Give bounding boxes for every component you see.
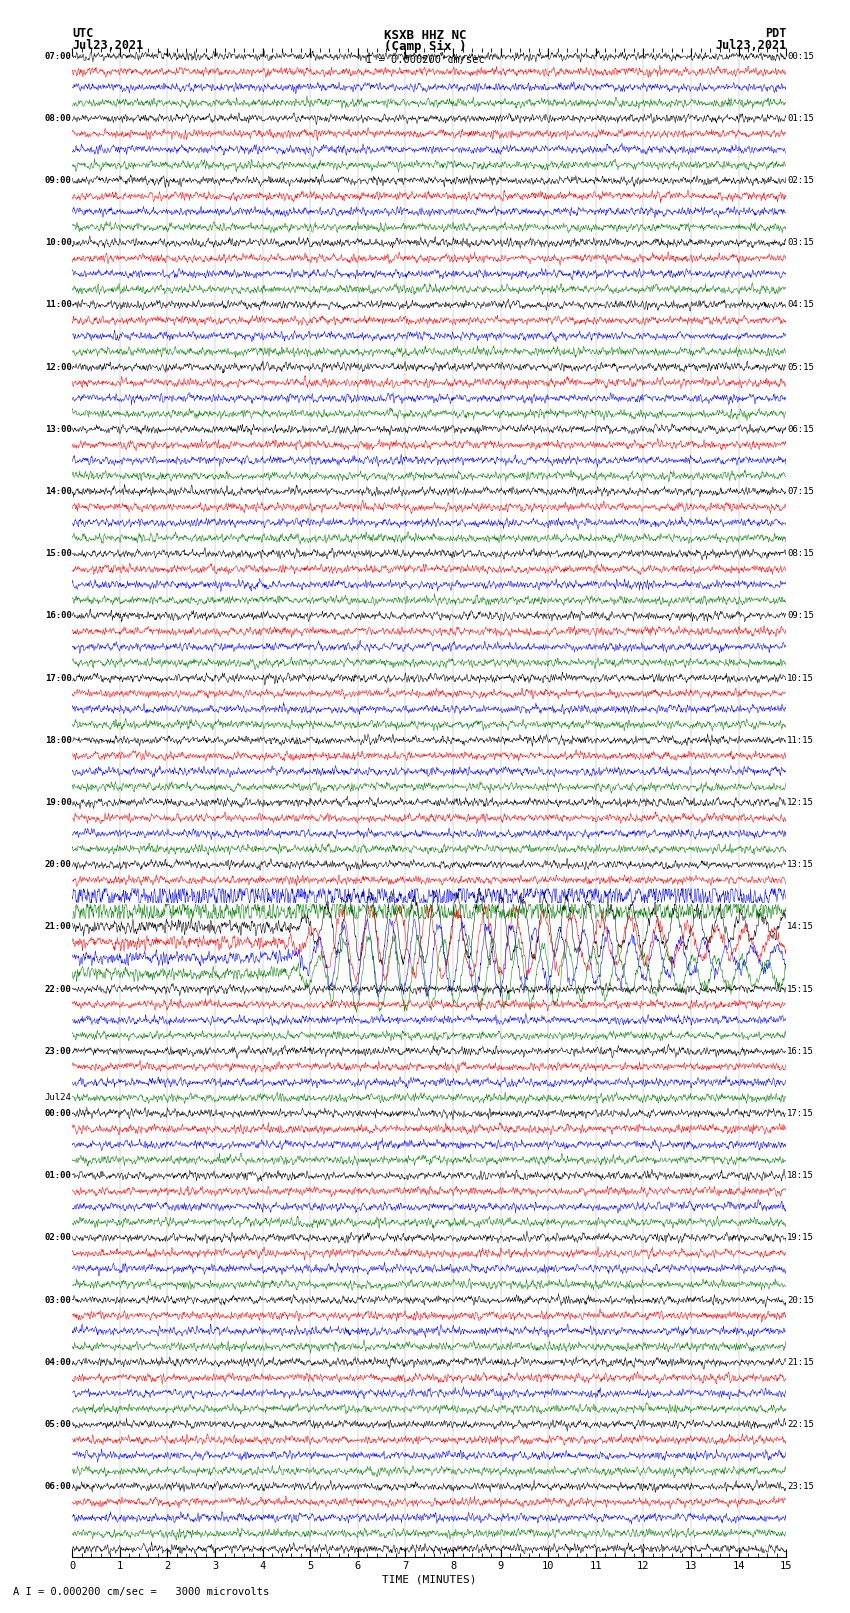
Text: PDT: PDT xyxy=(765,27,786,40)
Text: 14:00: 14:00 xyxy=(45,487,71,497)
Text: 12:15: 12:15 xyxy=(787,798,813,806)
Text: 17:15: 17:15 xyxy=(787,1108,813,1118)
Text: 13:00: 13:00 xyxy=(45,424,71,434)
Text: 18:15: 18:15 xyxy=(787,1171,813,1181)
Text: 02:15: 02:15 xyxy=(787,176,813,185)
Text: 16:15: 16:15 xyxy=(787,1047,813,1057)
Text: 20:15: 20:15 xyxy=(787,1295,813,1305)
Text: 18:00: 18:00 xyxy=(45,736,71,745)
Text: Jul24: Jul24 xyxy=(45,1094,71,1102)
Text: 19:15: 19:15 xyxy=(787,1234,813,1242)
Text: 13:15: 13:15 xyxy=(787,860,813,869)
Text: 14:15: 14:15 xyxy=(787,923,813,931)
Text: 09:15: 09:15 xyxy=(787,611,813,621)
Text: 21:00: 21:00 xyxy=(45,923,71,931)
Text: 05:00: 05:00 xyxy=(45,1419,71,1429)
Text: 19:00: 19:00 xyxy=(45,798,71,806)
Text: 12:00: 12:00 xyxy=(45,363,71,371)
Text: 08:00: 08:00 xyxy=(45,115,71,123)
Text: 09:00: 09:00 xyxy=(45,176,71,185)
Text: 08:15: 08:15 xyxy=(787,548,813,558)
Text: 03:00: 03:00 xyxy=(45,1295,71,1305)
Text: 15:15: 15:15 xyxy=(787,984,813,994)
Text: 06:00: 06:00 xyxy=(45,1482,71,1490)
Text: KSXB HHZ NC: KSXB HHZ NC xyxy=(383,29,467,42)
Text: 10:00: 10:00 xyxy=(45,239,71,247)
Text: 15:00: 15:00 xyxy=(45,548,71,558)
Text: 01:00: 01:00 xyxy=(45,1171,71,1181)
Text: 21:15: 21:15 xyxy=(787,1358,813,1366)
X-axis label: TIME (MINUTES): TIME (MINUTES) xyxy=(382,1574,477,1586)
Text: I = 0.000200 cm/sec: I = 0.000200 cm/sec xyxy=(366,55,484,65)
Text: 17:00: 17:00 xyxy=(45,674,71,682)
Text: 00:15: 00:15 xyxy=(787,52,813,61)
Text: 23:15: 23:15 xyxy=(787,1482,813,1490)
Text: 10:15: 10:15 xyxy=(787,674,813,682)
Text: 05:15: 05:15 xyxy=(787,363,813,371)
Text: (Camp Six ): (Camp Six ) xyxy=(383,40,467,53)
Text: 03:15: 03:15 xyxy=(787,239,813,247)
Text: 16:00: 16:00 xyxy=(45,611,71,621)
Text: 23:00: 23:00 xyxy=(45,1047,71,1057)
Text: 06:15: 06:15 xyxy=(787,424,813,434)
Text: 11:15: 11:15 xyxy=(787,736,813,745)
Text: Jul23,2021: Jul23,2021 xyxy=(72,39,144,52)
Text: 07:15: 07:15 xyxy=(787,487,813,497)
Text: 04:15: 04:15 xyxy=(787,300,813,310)
Text: UTC: UTC xyxy=(72,27,94,40)
Text: 22:15: 22:15 xyxy=(787,1419,813,1429)
Text: 20:00: 20:00 xyxy=(45,860,71,869)
Text: 07:00: 07:00 xyxy=(45,52,71,61)
Text: 02:00: 02:00 xyxy=(45,1234,71,1242)
Text: 01:15: 01:15 xyxy=(787,115,813,123)
Text: 11:00: 11:00 xyxy=(45,300,71,310)
Text: A I = 0.000200 cm/sec =   3000 microvolts: A I = 0.000200 cm/sec = 3000 microvolts xyxy=(13,1587,269,1597)
Text: Jul23,2021: Jul23,2021 xyxy=(715,39,786,52)
Text: 00:00: 00:00 xyxy=(45,1108,71,1118)
Text: 04:00: 04:00 xyxy=(45,1358,71,1366)
Text: 22:00: 22:00 xyxy=(45,984,71,994)
